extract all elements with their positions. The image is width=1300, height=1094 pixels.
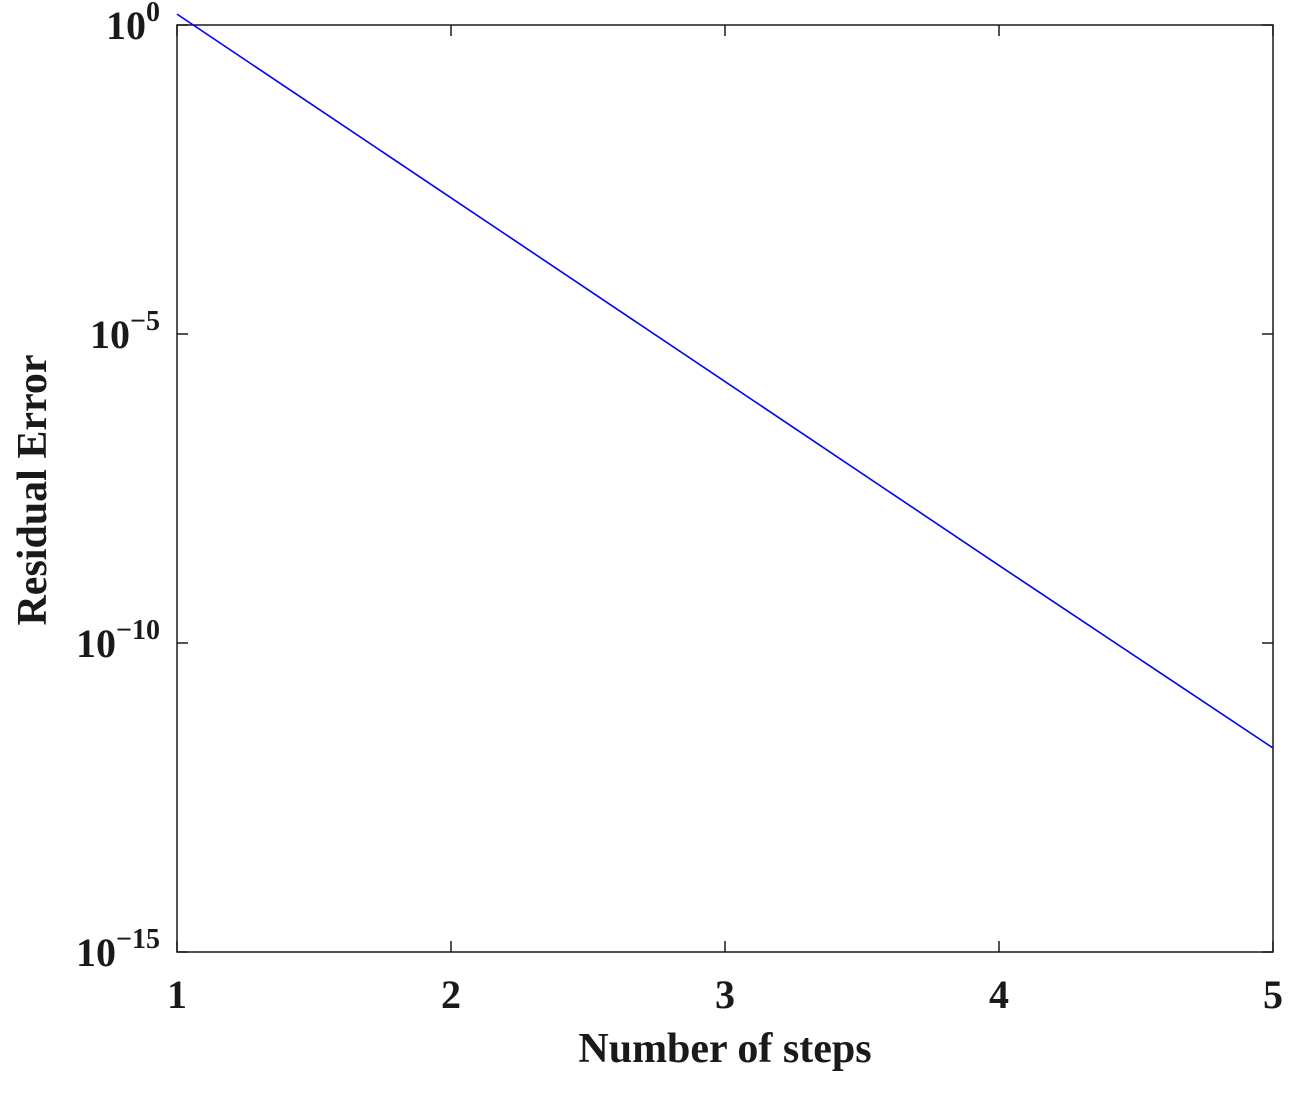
y-tick-exponent: 0 [146,0,160,28]
y-axis-title: Residual Error [10,354,56,625]
x-tick-label: 2 [441,972,461,1017]
x-tick-label: 3 [715,972,735,1017]
x-axis-title: Number of steps [578,1026,871,1072]
y-tick-exponent: −5 [130,306,160,337]
y-tick-exponent: −10 [116,615,160,646]
y-tick-label: 10−10 [76,615,160,666]
y-tick-base: 10 [76,621,116,666]
x-tick-label: 1 [167,972,187,1017]
plot-area [176,24,1274,953]
series-layer [176,13,1274,749]
x-axis: 1 2 3 4 5 [167,25,1283,1017]
y-tick-exponent: −15 [116,924,160,955]
y-tick-label: 10−5 [90,306,160,357]
x-tick-label: 4 [989,972,1009,1017]
x-tick-label: 5 [1263,972,1283,1017]
y-tick-base: 10 [76,930,116,975]
y-tick-label: 100 [106,0,160,48]
series-line [176,13,1274,749]
y-tick-base: 10 [106,3,146,48]
y-tick-label: 10−15 [76,924,160,975]
y-tick-base: 10 [90,312,130,357]
